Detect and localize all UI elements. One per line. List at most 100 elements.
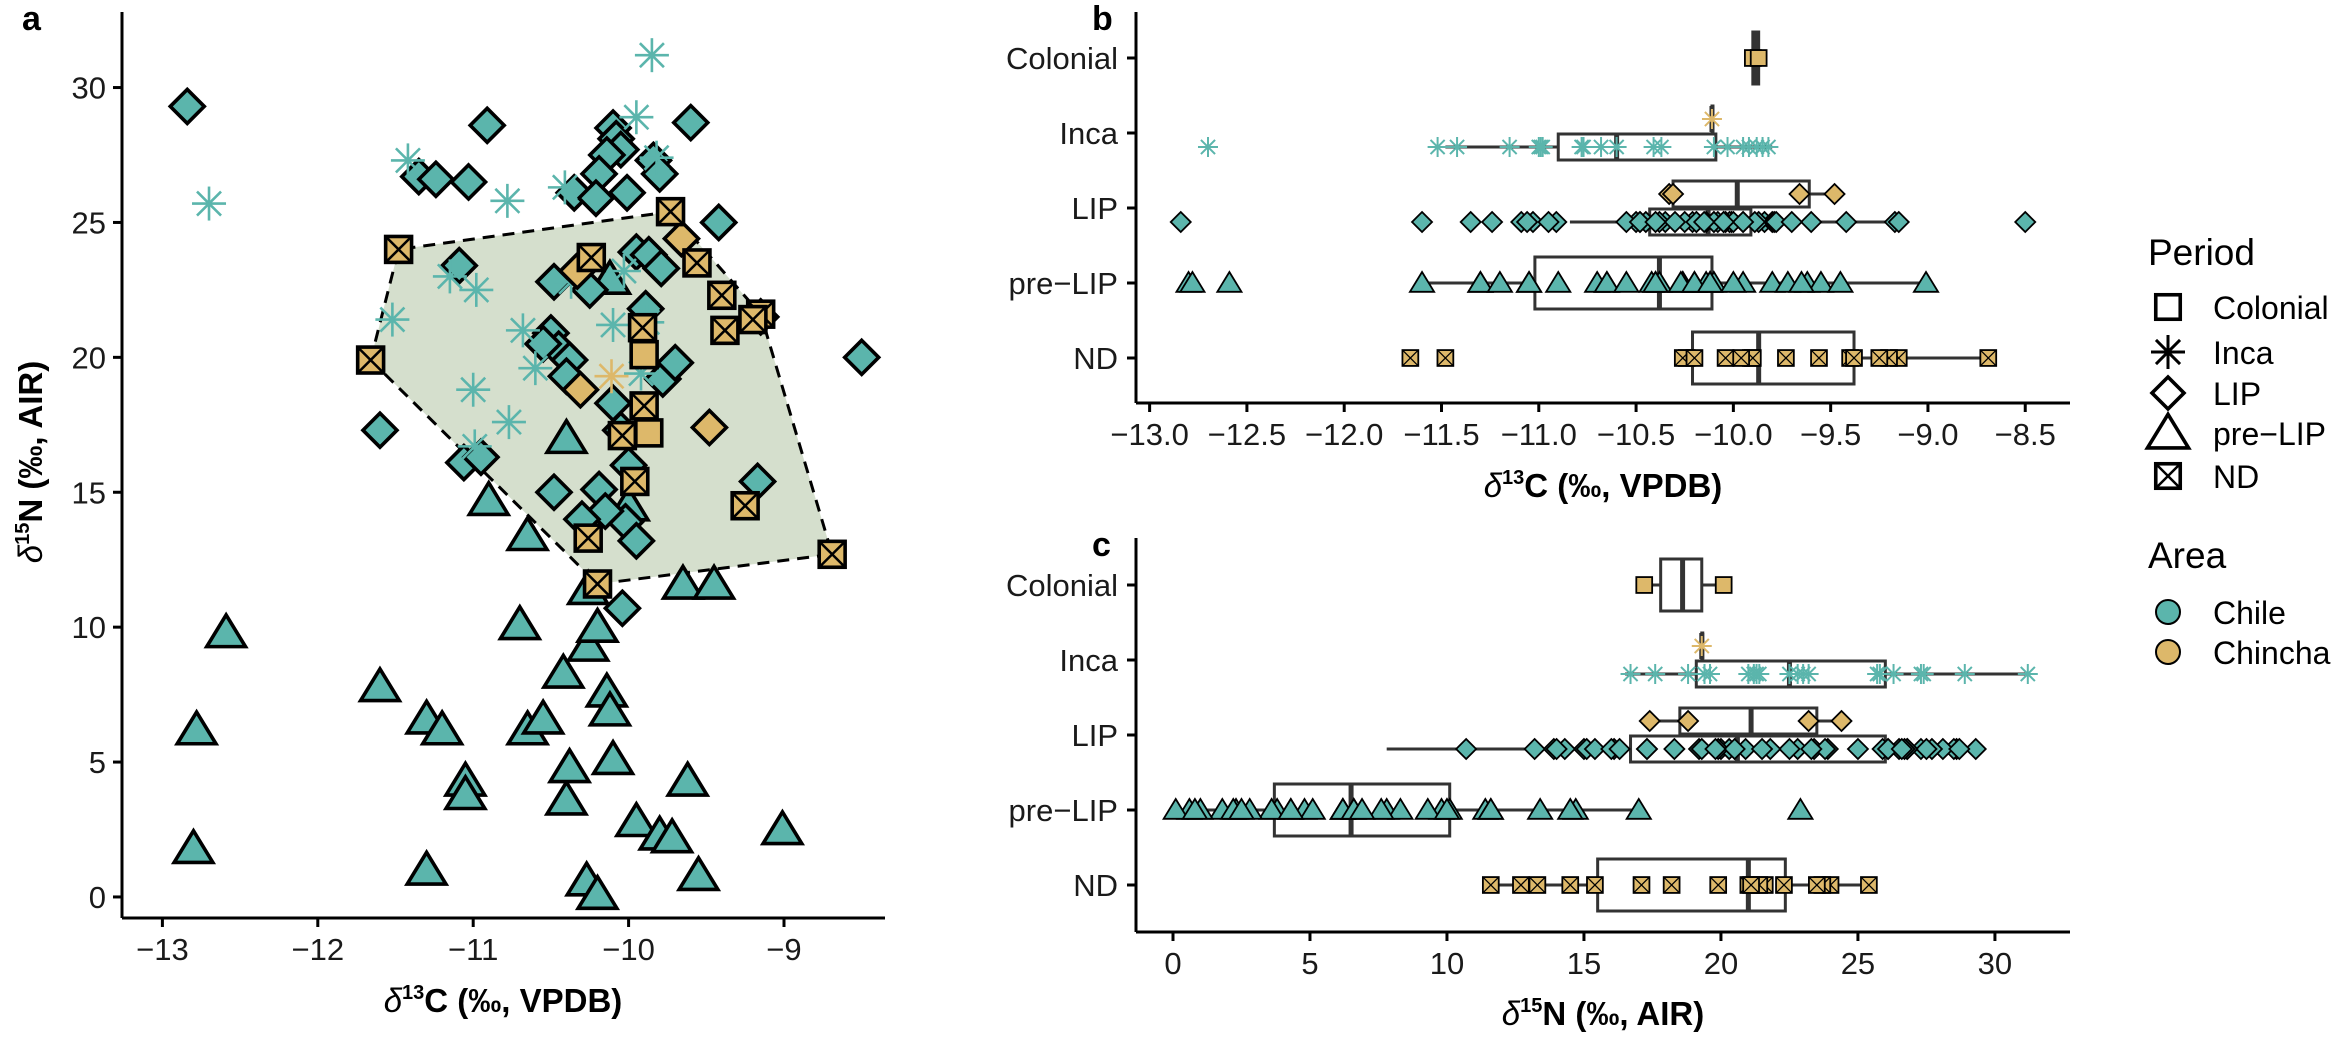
triangle-shape xyxy=(540,651,586,689)
asterisk-spoke xyxy=(522,355,549,382)
cross-line xyxy=(1860,876,1878,894)
point-pre-lip-chile xyxy=(665,759,711,797)
point-nd-chincha xyxy=(1662,876,1681,894)
diamond-shape xyxy=(1663,210,1687,234)
point-inca-chile xyxy=(1645,664,1666,684)
points-pre-lip-chile xyxy=(1174,270,1940,293)
point-inca-chile xyxy=(1427,137,1448,157)
points-lip-chincha xyxy=(1657,182,1846,206)
point-inca-chile xyxy=(490,183,525,218)
point-lip-chincha xyxy=(1638,709,1661,733)
cross-line xyxy=(1512,876,1530,894)
diamond-shape xyxy=(1480,210,1504,234)
point-pre-lip-chile xyxy=(691,562,737,600)
point-inca-chile xyxy=(1573,137,1594,157)
cross-line xyxy=(1437,349,1454,367)
series-lip-chile xyxy=(167,86,882,628)
point-pre-lip-chile xyxy=(1786,797,1815,820)
diamond-shape xyxy=(585,491,625,531)
point-lip-chile xyxy=(585,491,625,531)
point-inca-chile xyxy=(639,140,674,175)
box-lip-chincha xyxy=(1669,179,1835,209)
point-pre-lip-chile xyxy=(1719,270,1748,293)
triangle-shape xyxy=(357,665,403,703)
asterisk-spoke xyxy=(1760,139,1777,155)
asterisk-spoke xyxy=(1915,666,1932,682)
points-nd-chincha xyxy=(1401,349,1998,367)
point-lip-chile xyxy=(1523,737,1546,761)
triangle-shape xyxy=(1348,797,1376,820)
legend-label: ND xyxy=(2213,459,2259,495)
diamond-shape xyxy=(1731,210,1755,234)
diamond-shape xyxy=(655,343,695,383)
asterisk-spoke xyxy=(494,187,521,214)
triangle-shape xyxy=(1912,270,1940,293)
point-inca-chile xyxy=(619,100,654,135)
point-lip-chile xyxy=(1628,210,1652,234)
point-lip-chile xyxy=(842,337,882,377)
asterisk-spoke xyxy=(1653,139,1670,155)
point-pre-lip-chile xyxy=(497,603,543,641)
asterisk-spoke xyxy=(1200,139,1216,155)
x-tick-label: −8.5 xyxy=(1995,417,2056,452)
point-nd-chincha xyxy=(607,420,638,451)
diamond-shape xyxy=(1712,210,1735,234)
diamond-shape xyxy=(1608,737,1631,761)
triangle-shape xyxy=(665,759,711,797)
point-lip-chincha xyxy=(1788,182,1811,206)
asterisk-spoke xyxy=(638,42,665,69)
legend: Period Colonial Inca LIP pre−LIP ND Area Chi… xyxy=(2144,232,2331,671)
triangle-shape xyxy=(1257,797,1286,820)
triangle-shape xyxy=(1215,270,1244,293)
point-lip-chile xyxy=(534,472,574,512)
point-nd-chincha xyxy=(1742,876,1760,894)
point-pre-lip-chile xyxy=(1367,797,1395,820)
point-pre-lip-chile xyxy=(1807,270,1835,293)
point-nd-chincha xyxy=(573,523,603,553)
diamond-shape xyxy=(1764,210,1788,234)
asterisk-spoke xyxy=(623,104,650,131)
point-pre-lip-chile xyxy=(1556,797,1584,820)
point-inca-chile xyxy=(1703,137,1724,157)
box-iqr xyxy=(1678,706,1819,736)
circle-icon xyxy=(2155,639,2181,665)
point-nd-chincha xyxy=(1808,876,1826,894)
asterisk-spoke xyxy=(551,174,578,201)
triangle-shape xyxy=(1227,797,1256,820)
triangle-shape xyxy=(1181,797,1209,820)
point-pre-lip-chile xyxy=(660,562,706,600)
legend-label: Colonial xyxy=(2213,290,2329,326)
point-pre-lip-chile xyxy=(1386,797,1415,820)
point-pre-lip-chile xyxy=(419,708,465,746)
diamond-shape xyxy=(1778,737,1801,761)
legend-label: LIP xyxy=(2213,376,2261,412)
series-inca-chincha xyxy=(594,359,629,394)
point-lip-chincha xyxy=(1830,709,1853,733)
axis-title-text: N (‰, AIR) xyxy=(12,361,49,523)
triangle-shape xyxy=(1477,797,1505,820)
cross-line xyxy=(2154,462,2182,490)
point-colonial-chincha xyxy=(1749,49,1768,67)
point-lip-chile xyxy=(1723,737,1746,761)
triangle-shape xyxy=(1299,797,1327,820)
triangle-shape xyxy=(675,854,722,892)
point-inca-chile xyxy=(1954,664,1975,684)
x-tick-label: −13 xyxy=(136,932,189,967)
point-lip-chile xyxy=(655,343,695,383)
triangle-shape xyxy=(419,708,465,746)
point-lip-chile xyxy=(1692,210,1716,234)
asterisk-spoke xyxy=(1957,666,1973,682)
cross-line xyxy=(1742,876,1760,894)
point-colonial-chincha xyxy=(629,339,659,370)
diamond-shape xyxy=(1788,182,1811,206)
triangle-shape xyxy=(1367,797,1395,820)
diamond-shape xyxy=(1834,210,1858,234)
point-nd-chincha xyxy=(582,569,613,599)
square-shape xyxy=(1714,576,1733,594)
point-nd-chincha xyxy=(730,490,760,521)
isotope-mass: 13 xyxy=(1502,467,1524,489)
triangle-shape xyxy=(1178,270,1207,293)
asterisk-spoke xyxy=(1696,666,1713,682)
point-pre-lip-chile xyxy=(520,697,566,735)
point-inca-chile xyxy=(457,429,492,464)
